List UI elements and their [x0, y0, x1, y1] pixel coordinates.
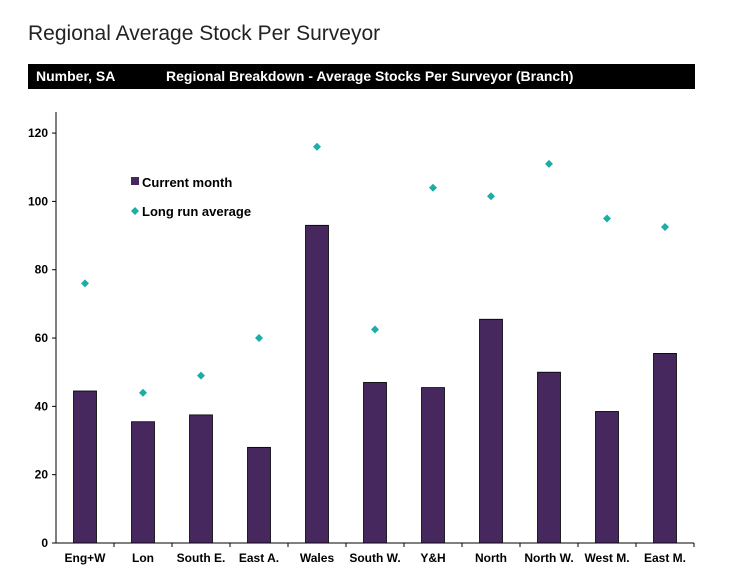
x-tick-label: Wales — [300, 551, 335, 565]
marker-point — [197, 371, 205, 380]
marker-point — [545, 159, 553, 168]
legend-label-current: Current month — [142, 175, 232, 190]
x-tick-label: North W. — [524, 551, 573, 565]
y-tick-label: 100 — [28, 194, 48, 208]
x-tick-label: North — [475, 551, 507, 565]
y-tick-label: 120 — [28, 126, 48, 140]
marker-point — [139, 388, 147, 397]
bar — [131, 421, 155, 544]
marker-point — [255, 334, 263, 343]
units-label: Number, SA — [36, 68, 116, 84]
bar — [247, 446, 271, 544]
chart-title: Regional Breakdown - Average Stocks Per … — [166, 68, 574, 84]
y-tick-label: 40 — [35, 399, 49, 413]
y-tick-label: 0 — [41, 536, 48, 550]
bars — [73, 224, 677, 544]
y-tick-label: 60 — [35, 331, 49, 345]
x-tick-label: West M. — [584, 551, 629, 565]
x-tick-label: South E. — [177, 551, 226, 565]
x-tick-labels: Eng+W Lon South E. East A. Wales South W. Y&H N… — [65, 543, 695, 565]
y-tick-label: 80 — [35, 263, 49, 277]
legend-swatch-bar — [131, 177, 139, 185]
chart-header-bar: Number, SA Regional Breakdown - Average … — [28, 64, 695, 89]
y-tick-label: 20 — [35, 468, 49, 482]
bar — [305, 224, 329, 544]
bar — [421, 387, 445, 544]
x-tick-label: East M. — [644, 551, 686, 565]
bar — [73, 390, 97, 544]
bar — [479, 318, 503, 544]
y-tick-labels: 0 20 40 60 80 100 120 — [28, 126, 56, 550]
bar — [363, 382, 387, 544]
bar — [595, 411, 619, 544]
legend-label-average: Long run average — [142, 204, 251, 219]
marker-point — [81, 279, 89, 288]
legend-swatch-marker — [131, 207, 139, 215]
bar — [653, 353, 677, 544]
x-tick-label: Eng+W — [65, 551, 107, 565]
legend: Current month Long run average — [131, 175, 251, 219]
marker-point — [429, 183, 437, 192]
marker-point — [487, 192, 495, 201]
bar — [537, 371, 561, 544]
x-tick-label: Y&H — [420, 551, 445, 565]
x-tick-label: East A. — [239, 551, 279, 565]
marker-point — [603, 214, 611, 223]
marker-point — [371, 325, 379, 334]
x-tick-label: South W. — [349, 551, 400, 565]
x-tick-label: Lon — [132, 551, 154, 565]
page-title: Regional Average Stock Per Surveyor — [28, 22, 381, 45]
marker-point — [313, 142, 321, 151]
bar — [189, 414, 213, 544]
markers — [81, 142, 669, 397]
marker-point — [661, 223, 669, 232]
